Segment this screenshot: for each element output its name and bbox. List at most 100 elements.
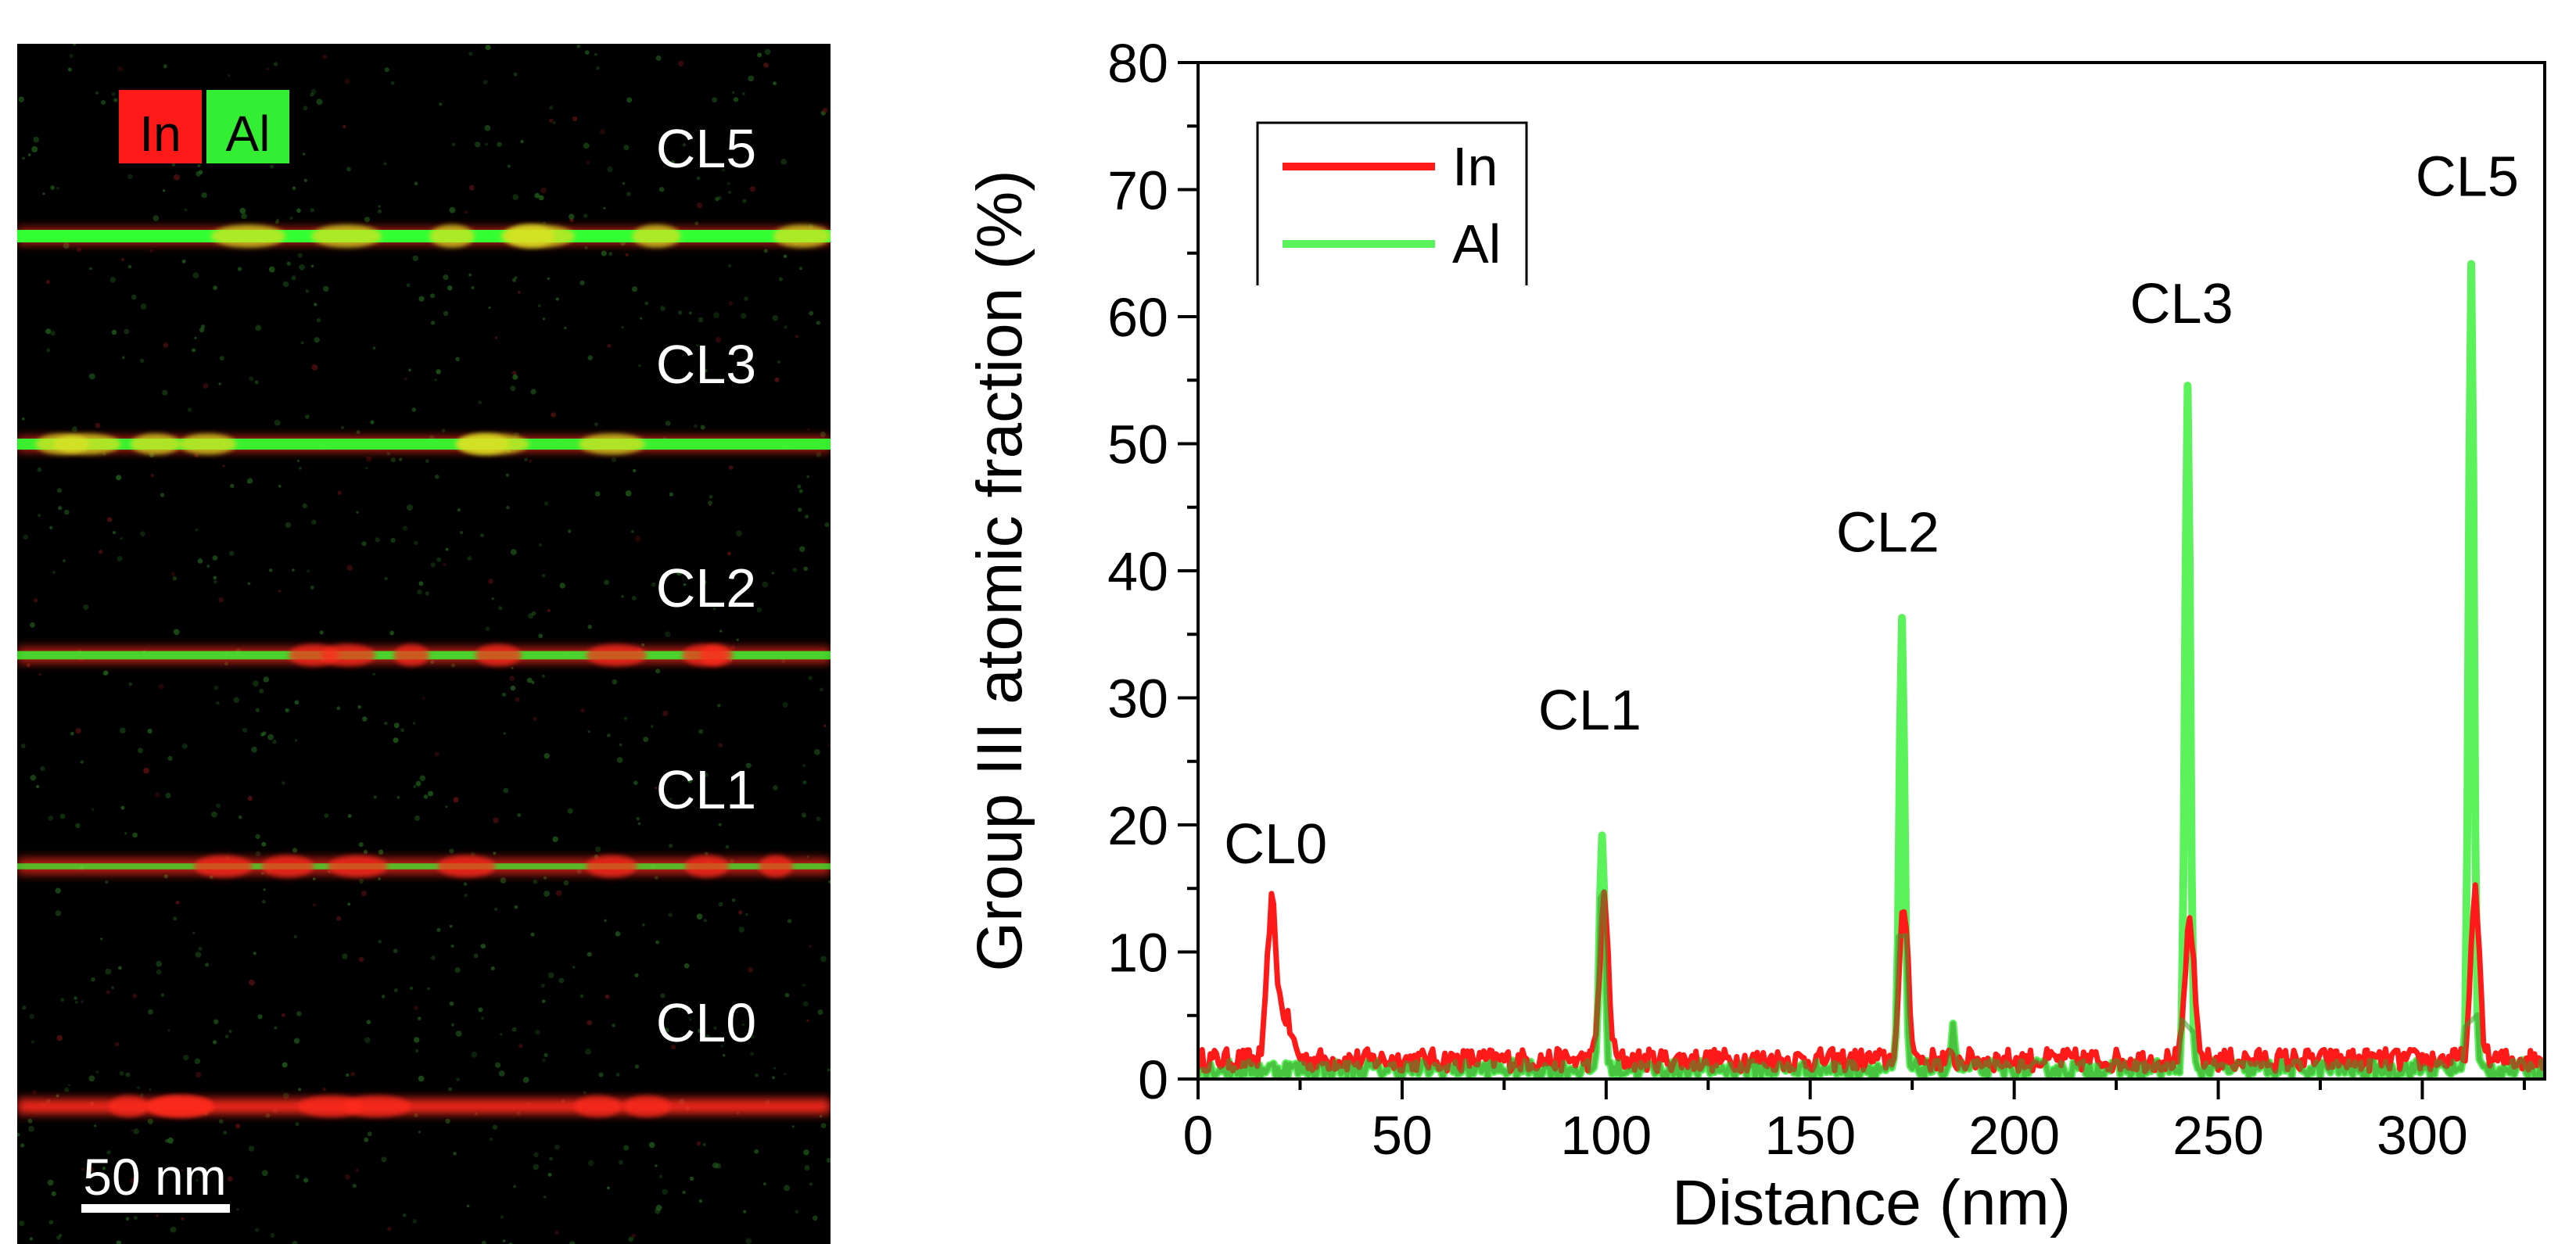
map-noise-dot: [520, 139, 524, 144]
map-noise-dot: [584, 50, 590, 55]
map-noise-dot: [396, 796, 400, 799]
map-noise-dot: [572, 966, 576, 969]
series-al-line: [1198, 260, 2545, 1079]
map-noise-dot: [313, 877, 316, 880]
map-noise-dot: [501, 692, 507, 697]
map-noise-dot: [623, 1145, 630, 1151]
map-noise-dot: [542, 1058, 546, 1063]
map-noise-dot: [563, 880, 569, 886]
map-al-line: [17, 230, 831, 242]
map-noise-dot: [23, 534, 28, 540]
map-noise-dot: [295, 1121, 300, 1127]
map-noise-dot: [367, 1131, 372, 1137]
map-noise-dot: [412, 1218, 418, 1224]
map-noise-dot: [274, 220, 279, 224]
map-cluster: [504, 224, 555, 248]
map-noise-dot: [414, 181, 418, 185]
map-noise-dot: [120, 727, 126, 734]
map-noise-dot: [224, 1034, 229, 1038]
map-noise-dot: [430, 562, 436, 568]
map-noise-dot: [192, 272, 199, 279]
map-noise-dot: [654, 876, 658, 880]
map-noise-dot: [435, 474, 439, 479]
map-noise-dot: [631, 530, 634, 533]
map-noise-dot: [390, 81, 395, 85]
map-noise-dot: [503, 787, 509, 794]
map-noise-dot: [594, 52, 597, 56]
map-noise-dot: [658, 187, 665, 192]
map-noise-dot: [723, 1054, 726, 1057]
map-noise-dot: [816, 451, 822, 457]
peak-annotation-cl3: CL3: [2130, 273, 2233, 335]
map-noise-dot: [38, 513, 41, 518]
map-noise-dot: [436, 557, 442, 562]
map-noise-dot: [194, 1058, 201, 1064]
map-noise-dot: [292, 568, 295, 572]
map-noise-dot: [32, 1089, 37, 1095]
map-noise-dot: [390, 457, 396, 463]
map-noise-dot: [542, 317, 546, 321]
map-noise-dot: [512, 374, 518, 380]
map-cluster: [298, 1095, 364, 1117]
map-noise-dot: [493, 851, 497, 855]
map-noise-dot: [248, 1145, 255, 1152]
map-noise-dot: [612, 679, 618, 685]
map-noise-dot: [120, 537, 123, 540]
map-noise-dot: [798, 507, 802, 512]
map-noise-dot: [50, 185, 55, 190]
map-noise-dot: [587, 730, 590, 733]
map-noise-dot: [816, 816, 821, 822]
map-noise-dot: [281, 1013, 285, 1017]
map-noise-dot: [772, 1076, 775, 1080]
map-noise-dot: [201, 192, 207, 199]
map-noise-dot: [491, 597, 494, 600]
map-noise-dot: [439, 102, 443, 106]
map-cluster: [632, 224, 681, 248]
map-noise-dot: [471, 285, 475, 290]
map-noise-dot: [173, 629, 180, 636]
map-noise-dot: [466, 1204, 470, 1208]
map-noise-dot: [423, 794, 429, 799]
map-noise-dot: [799, 546, 805, 552]
map-noise-dot: [677, 310, 683, 315]
map-noise-dot: [384, 577, 388, 581]
map-noise-dot: [91, 808, 95, 811]
map-noise-dot: [20, 1143, 25, 1148]
map-noise-dot: [585, 1049, 591, 1055]
map-noise-dot: [272, 740, 277, 744]
map-noise-dot: [322, 54, 327, 59]
map-noise-dot: [412, 255, 418, 261]
map-noise-dot: [698, 1028, 703, 1034]
map-noise-dot: [773, 81, 777, 86]
map-noise-dot: [564, 327, 567, 330]
map-noise-dot: [500, 1033, 503, 1036]
map-noise-dot: [400, 728, 405, 733]
map-noise-dot: [820, 955, 827, 963]
map-noise-dot: [56, 488, 63, 493]
map-noise-dot: [187, 407, 192, 412]
map-noise-dot: [393, 988, 398, 992]
map-noise-dot: [816, 321, 821, 325]
map-noise-dot: [372, 346, 376, 350]
map-noise-dot: [56, 1034, 63, 1041]
map-noise-dot: [165, 1138, 170, 1143]
map-noise-dot: [195, 952, 202, 958]
map-noise-dot: [678, 1007, 681, 1011]
map-noise-dot: [30, 1040, 34, 1044]
map-noise-dot: [149, 1088, 152, 1092]
map-noise-dot: [95, 422, 101, 428]
map-noise-dot: [140, 1093, 144, 1097]
map-noise-dot: [213, 575, 217, 580]
map-noise-dot: [455, 357, 460, 361]
map-noise-dot: [22, 1006, 27, 1010]
map-cluster: [773, 224, 831, 248]
map-noise-dot: [688, 1017, 692, 1021]
map-noise-dot: [623, 145, 630, 151]
map-noise-dot: [120, 805, 125, 810]
map-noise-dot: [803, 1149, 809, 1156]
map-cluster: [146, 1095, 215, 1117]
map-noise-dot: [712, 607, 716, 611]
map-noise-dot: [67, 67, 72, 72]
map-noise-dot: [269, 164, 274, 169]
map-noise-dot: [552, 836, 558, 843]
